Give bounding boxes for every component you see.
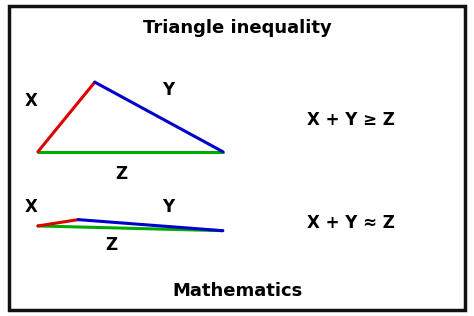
Text: X: X	[24, 198, 37, 216]
Text: X + Y ≈ Z: X + Y ≈ Z	[307, 214, 395, 232]
Text: X: X	[24, 92, 37, 110]
Text: Z: Z	[105, 236, 118, 254]
Text: Mathematics: Mathematics	[172, 282, 302, 300]
Text: Z: Z	[115, 165, 127, 183]
Text: Triangle inequality: Triangle inequality	[143, 20, 331, 37]
Text: Y: Y	[162, 198, 174, 216]
Text: X + Y ≥ Z: X + Y ≥ Z	[307, 111, 395, 129]
Text: Y: Y	[162, 81, 174, 99]
